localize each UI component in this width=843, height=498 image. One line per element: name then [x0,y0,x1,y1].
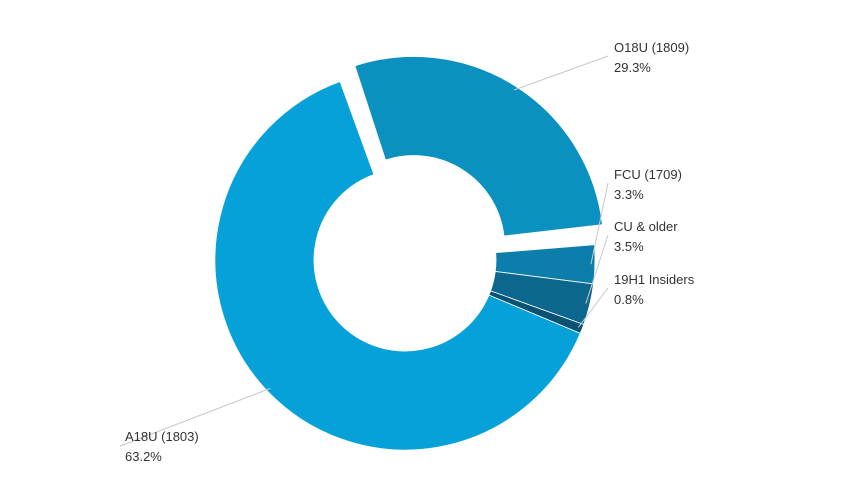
slice-value-o18u: 29.3% [614,60,651,75]
leader-line-fcu [590,182,609,265]
slice-label-19h1: 19H1 Insiders [614,272,695,287]
donut-slice-o18u [354,56,603,237]
slice-label-fcu: FCU (1709) [614,167,682,182]
slice-label-cu-older: CU & older [614,219,678,234]
slice-value-19h1: 0.8% [614,292,644,307]
slice-value-cu-older: 3.5% [614,239,644,254]
slice-value-a18u: 63.2% [125,449,162,464]
slice-label-o18u: O18U (1809) [614,40,689,55]
leader-line-cu-older [585,234,609,304]
slices-group [214,56,603,451]
leader-line-19h1 [577,287,609,328]
donut-slice-a18u [214,80,581,451]
leader-lines-group [119,55,609,447]
slice-value-fcu: 3.3% [614,187,644,202]
leader-line-o18u [513,55,609,91]
leader-line-a18u [119,387,271,447]
slice-label-a18u: A18U (1803) [125,429,199,444]
